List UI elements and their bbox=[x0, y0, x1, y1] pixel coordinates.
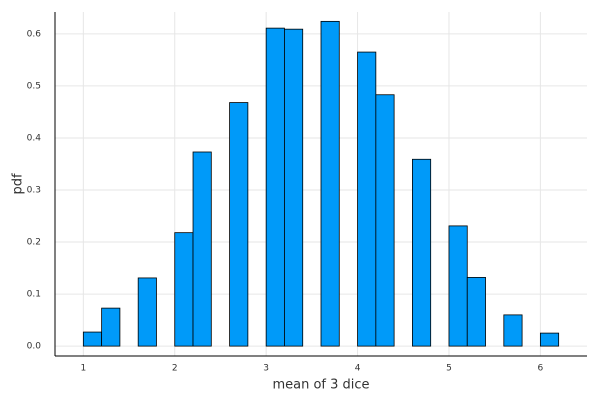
y-tick-label: 0.0 bbox=[27, 342, 42, 352]
bar bbox=[320, 20, 340, 347]
bar bbox=[466, 277, 486, 347]
y-tick-label: 0.1 bbox=[27, 290, 41, 300]
bar bbox=[412, 158, 432, 347]
bar bbox=[137, 277, 157, 347]
bar bbox=[192, 151, 212, 347]
bar bbox=[265, 27, 285, 347]
x-tick-label: 5 bbox=[446, 364, 452, 374]
bar bbox=[284, 28, 304, 347]
x-tick-label: 1 bbox=[80, 364, 86, 374]
x-tick-label: 2 bbox=[172, 364, 178, 374]
x-tick-label: 4 bbox=[355, 364, 361, 374]
x-axis-title: mean of 3 dice bbox=[272, 378, 369, 393]
bar bbox=[539, 332, 560, 347]
y-tick-label: 0.2 bbox=[27, 238, 41, 248]
y-tick-label: 0.3 bbox=[27, 185, 41, 195]
y-axis-title: pdf bbox=[11, 173, 26, 195]
bar bbox=[503, 314, 523, 347]
bar bbox=[448, 225, 468, 347]
x-tick-label: 3 bbox=[263, 364, 269, 374]
bar bbox=[375, 94, 395, 347]
bar bbox=[229, 102, 249, 347]
bar bbox=[357, 51, 377, 347]
y-tick-label: 0.5 bbox=[27, 81, 41, 91]
bar bbox=[101, 307, 121, 347]
x-tick-label: 6 bbox=[538, 364, 544, 374]
bar bbox=[82, 331, 103, 347]
y-tick-label: 0.4 bbox=[27, 133, 42, 143]
bar bbox=[174, 232, 194, 347]
y-tick-label: 0.6 bbox=[27, 29, 42, 39]
